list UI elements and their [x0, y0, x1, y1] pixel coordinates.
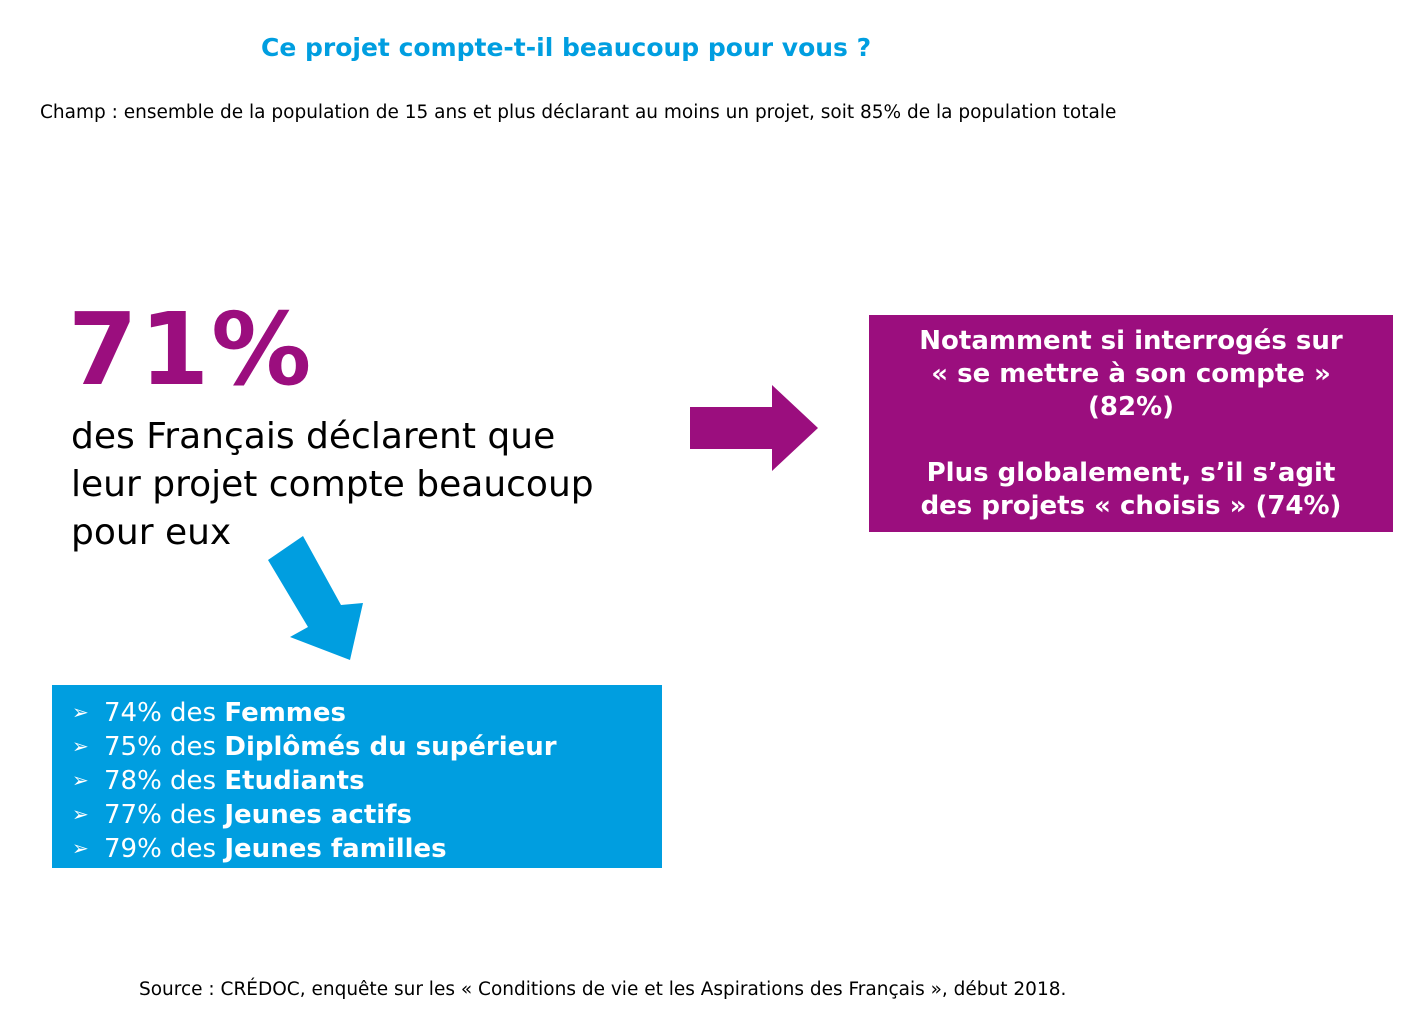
breakdown-list: ➢ 74% des Femmes ➢ 75% des Diplômés du sup… [72, 696, 662, 866]
list-item: ➢ 78% des Etudiants [72, 764, 662, 798]
headline-line: des Français déclarent que [71, 416, 556, 457]
item-group: Femmes [224, 698, 347, 728]
list-item: ➢ 79% des Jeunes familles [72, 832, 662, 866]
arrow-down-icon [268, 536, 363, 660]
item-percent: 77% des [104, 800, 225, 830]
list-item: ➢ 74% des Femmes [72, 696, 662, 730]
scope-note: Champ : ensemble de la population de 15 … [40, 102, 1117, 123]
list-item: ➢ 77% des Jeunes actifs [72, 798, 662, 832]
arrow-bullet-icon: ➢ [72, 836, 89, 860]
highlight-line: Notamment si interrogés sur [919, 326, 1343, 356]
spacer [869, 424, 1393, 457]
arrow-bullet-icon: ➢ [72, 768, 89, 792]
item-percent: 79% des [104, 834, 225, 864]
item-group: Etudiants [224, 766, 365, 796]
page-title: Ce projet compte-t-il beaucoup pour vous… [261, 33, 872, 62]
arrow-bullet-icon: ➢ [72, 700, 89, 724]
arrow-right-icon [690, 385, 818, 471]
item-percent: 75% des [104, 732, 225, 762]
source-note: Source : CRÉDOC, enquête sur les « Condi… [139, 979, 1067, 1000]
item-percent: 74% des [104, 698, 225, 728]
highlight-box-purple: Notamment si interrogés sur « se mettre … [869, 315, 1393, 532]
item-group: Jeunes familles [224, 834, 447, 864]
list-item: ➢ 75% des Diplômés du supérieur [72, 730, 662, 764]
item-group: Jeunes actifs [224, 800, 412, 830]
arrow-bullet-icon: ➢ [72, 802, 89, 826]
highlight-line: « se mettre à son compte » [931, 359, 1331, 389]
highlight-line: (82%) [1088, 392, 1174, 422]
headline-text: des Français déclarent que leur projet c… [71, 413, 671, 557]
headline-percent: 71% [68, 291, 314, 408]
item-percent: 78% des [104, 766, 225, 796]
headline-line: pour eux [71, 512, 232, 553]
headline-line: leur projet compte beaucoup [71, 464, 594, 505]
highlight-line: Plus globalement, s’il s’agit [926, 458, 1336, 488]
arrow-bullet-icon: ➢ [72, 734, 89, 758]
item-group: Diplômés du supérieur [224, 732, 557, 762]
breakdown-box-blue: ➢ 74% des Femmes ➢ 75% des Diplômés du sup… [52, 685, 662, 868]
highlight-line: des projets « choisis » (74%) [920, 491, 1342, 521]
